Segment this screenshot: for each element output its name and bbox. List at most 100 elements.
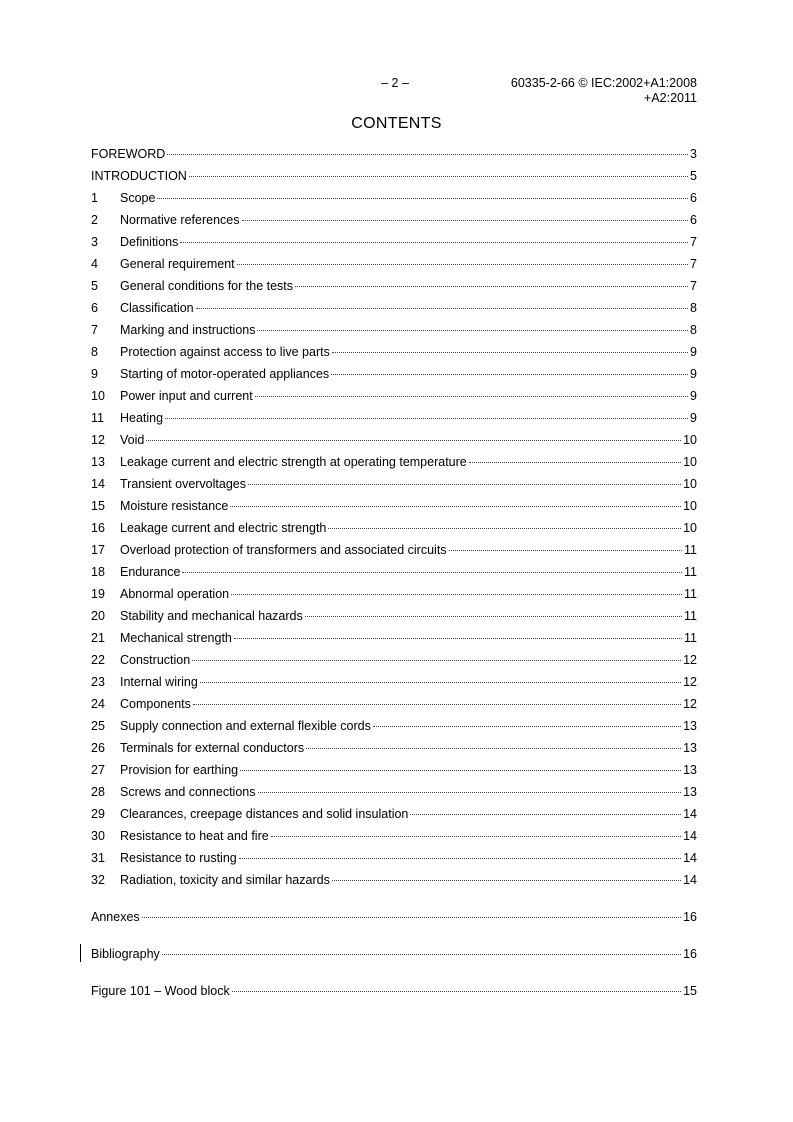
- toc-entry[interactable]: 15 Moisture resistance 10: [91, 495, 697, 517]
- toc-entry-number: 13: [91, 455, 105, 469]
- toc-entry-title: Resistance to heat and fire: [120, 829, 269, 843]
- dot-leader: [331, 880, 682, 881]
- toc-entry[interactable]: 20 Stability and mechanical hazards 11: [91, 605, 697, 627]
- toc-entry-title: Leakage current and electric strength: [120, 521, 327, 535]
- toc-entry-number: 21: [91, 631, 105, 645]
- dot-leader: [240, 770, 682, 771]
- toc-entry-title: Construction: [120, 653, 191, 667]
- toc-entry-title: Stability and mechanical hazards: [120, 609, 303, 623]
- dot-leader: [230, 506, 682, 507]
- toc-entry[interactable]: 25 Supply connection and external flexibl…: [91, 715, 697, 737]
- spacer: [91, 891, 697, 906]
- toc-entry-title: Mechanical strength: [120, 631, 232, 645]
- change-bar: [80, 944, 81, 962]
- toc-entry[interactable]: 27 Provision for earthing 13: [91, 759, 697, 781]
- toc-entry[interactable]: 16 Leakage current and electric strength 1…: [91, 517, 697, 539]
- toc-entry-number: 8: [91, 345, 98, 359]
- toc-entry-page: 13: [683, 719, 697, 733]
- toc-entry-title: Protection against access to live parts: [120, 345, 330, 359]
- toc-entry[interactable]: 7 Marking and instructions 8: [91, 319, 697, 341]
- toc-entry[interactable]: Annexes 16: [91, 906, 697, 928]
- toc-entry[interactable]: 31 Resistance to rusting 14: [91, 847, 697, 869]
- toc-entry[interactable]: 3 Definitions 7: [91, 231, 697, 253]
- toc-entry[interactable]: 21 Mechanical strength 11: [91, 627, 697, 649]
- toc-entry-number: 2: [91, 213, 98, 227]
- toc-entry-title: Definitions: [120, 235, 179, 249]
- toc-entry[interactable]: 23 Internal wiring 12: [91, 671, 697, 693]
- toc-entry-number: 18: [91, 565, 105, 579]
- dot-leader: [233, 638, 683, 639]
- toc-entry[interactable]: 28 Screws and connections 13: [91, 781, 697, 803]
- toc-entry[interactable]: Figure 101 – Wood block 15: [91, 980, 697, 1002]
- toc-entry-number: 17: [91, 543, 105, 557]
- toc-entry[interactable]: 1 Scope 6: [91, 187, 697, 209]
- toc-entry-title: Endurance: [120, 565, 181, 579]
- toc-entry-page: 9: [690, 389, 697, 403]
- toc-entry-title: Overload protection of transformers and …: [120, 543, 447, 557]
- toc-entry-page: 5: [690, 169, 697, 183]
- toc-entry-title: INTRODUCTION: [91, 169, 187, 183]
- toc-entry-page: 13: [683, 785, 697, 799]
- toc-entry-number: 7: [91, 323, 98, 337]
- toc-entry[interactable]: Bibliography 16: [91, 943, 697, 965]
- toc-entry-page: 11: [684, 609, 697, 623]
- toc-entry[interactable]: 14 Transient overvoltages 10: [91, 473, 697, 495]
- toc-entry-page: 14: [683, 807, 697, 821]
- toc-entry[interactable]: INTRODUCTION 5: [91, 165, 697, 187]
- dot-leader: [372, 726, 682, 727]
- contents-title: CONTENTS: [351, 115, 442, 132]
- toc-entry[interactable]: FOREWORD 3: [91, 143, 697, 165]
- toc-entry-title: Power input and current: [120, 389, 253, 403]
- toc-entry[interactable]: 32 Radiation, toxicity and similar hazard…: [91, 869, 697, 891]
- toc-entry[interactable]: 10 Power input and current 9: [91, 385, 697, 407]
- toc-entry-page: 12: [683, 675, 697, 689]
- toc-entry-page: 15: [683, 984, 697, 998]
- toc-entry[interactable]: 13 Leakage current and electric strength …: [91, 451, 697, 473]
- toc-entry-number: 23: [91, 675, 105, 689]
- dot-leader: [146, 440, 682, 441]
- toc-entry[interactable]: 9 Starting of motor-operated appliances 9: [91, 363, 697, 385]
- dot-leader: [157, 198, 689, 199]
- toc-entry[interactable]: 8 Protection against access to live parts…: [91, 341, 697, 363]
- toc-entry-title: General conditions for the tests: [120, 279, 294, 293]
- toc-entry-number: 27: [91, 763, 105, 777]
- document-reference: 60335-2-66 © IEC:2002+A1:2008: [510, 76, 697, 90]
- toc-entry[interactable]: 30 Resistance to heat and fire 14: [91, 825, 697, 847]
- toc-entry-page: 7: [690, 279, 697, 293]
- toc-entry-number: 19: [91, 587, 105, 601]
- toc-entry-number: 26: [91, 741, 105, 755]
- toc-entry[interactable]: 24 Components 12: [91, 693, 697, 715]
- dot-leader: [331, 374, 689, 375]
- toc-entry-page: 7: [690, 235, 697, 249]
- toc-entry-page: 6: [690, 191, 697, 205]
- dot-leader: [231, 594, 683, 595]
- toc-entry-page: 14: [683, 851, 697, 865]
- toc-entry-number: 4: [91, 257, 98, 271]
- dot-leader: [236, 264, 689, 265]
- dot-leader: [192, 660, 682, 661]
- toc-entry-page: 9: [690, 345, 697, 359]
- toc-entry-number: 5: [91, 279, 98, 293]
- toc-entry-number: 3: [91, 235, 98, 249]
- toc-entry[interactable]: 18 Endurance 11: [91, 561, 697, 583]
- toc-entry-title: Classification: [120, 301, 194, 315]
- toc-entry[interactable]: 4 General requirement 7: [91, 253, 697, 275]
- dot-leader: [257, 330, 689, 331]
- dot-leader: [241, 220, 689, 221]
- toc-entry[interactable]: 29 Clearances, creepage distances and sol…: [91, 803, 697, 825]
- toc-entry[interactable]: 17 Overload protection of transformers an…: [91, 539, 697, 561]
- toc-entry-title: FOREWORD: [91, 147, 166, 161]
- toc-entry[interactable]: 6 Classification 8: [91, 297, 697, 319]
- toc-entry-page: 10: [683, 521, 697, 535]
- toc-entry[interactable]: 2 Normative references 6: [91, 209, 697, 231]
- toc-entry[interactable]: 19 Abnormal operation 11: [91, 583, 697, 605]
- toc-entry-page: 11: [684, 543, 697, 557]
- toc-entry[interactable]: 12 Void 10: [91, 429, 697, 451]
- toc-entry[interactable]: 26 Terminals for external conductors 13: [91, 737, 697, 759]
- dot-leader: [410, 814, 682, 815]
- dot-leader: [161, 954, 682, 955]
- toc-entry[interactable]: 5 General conditions for the tests 7: [91, 275, 697, 297]
- toc-entry[interactable]: 22 Construction 12: [91, 649, 697, 671]
- toc-entry-page: 10: [683, 477, 697, 491]
- toc-entry[interactable]: 11 Heating 9: [91, 407, 697, 429]
